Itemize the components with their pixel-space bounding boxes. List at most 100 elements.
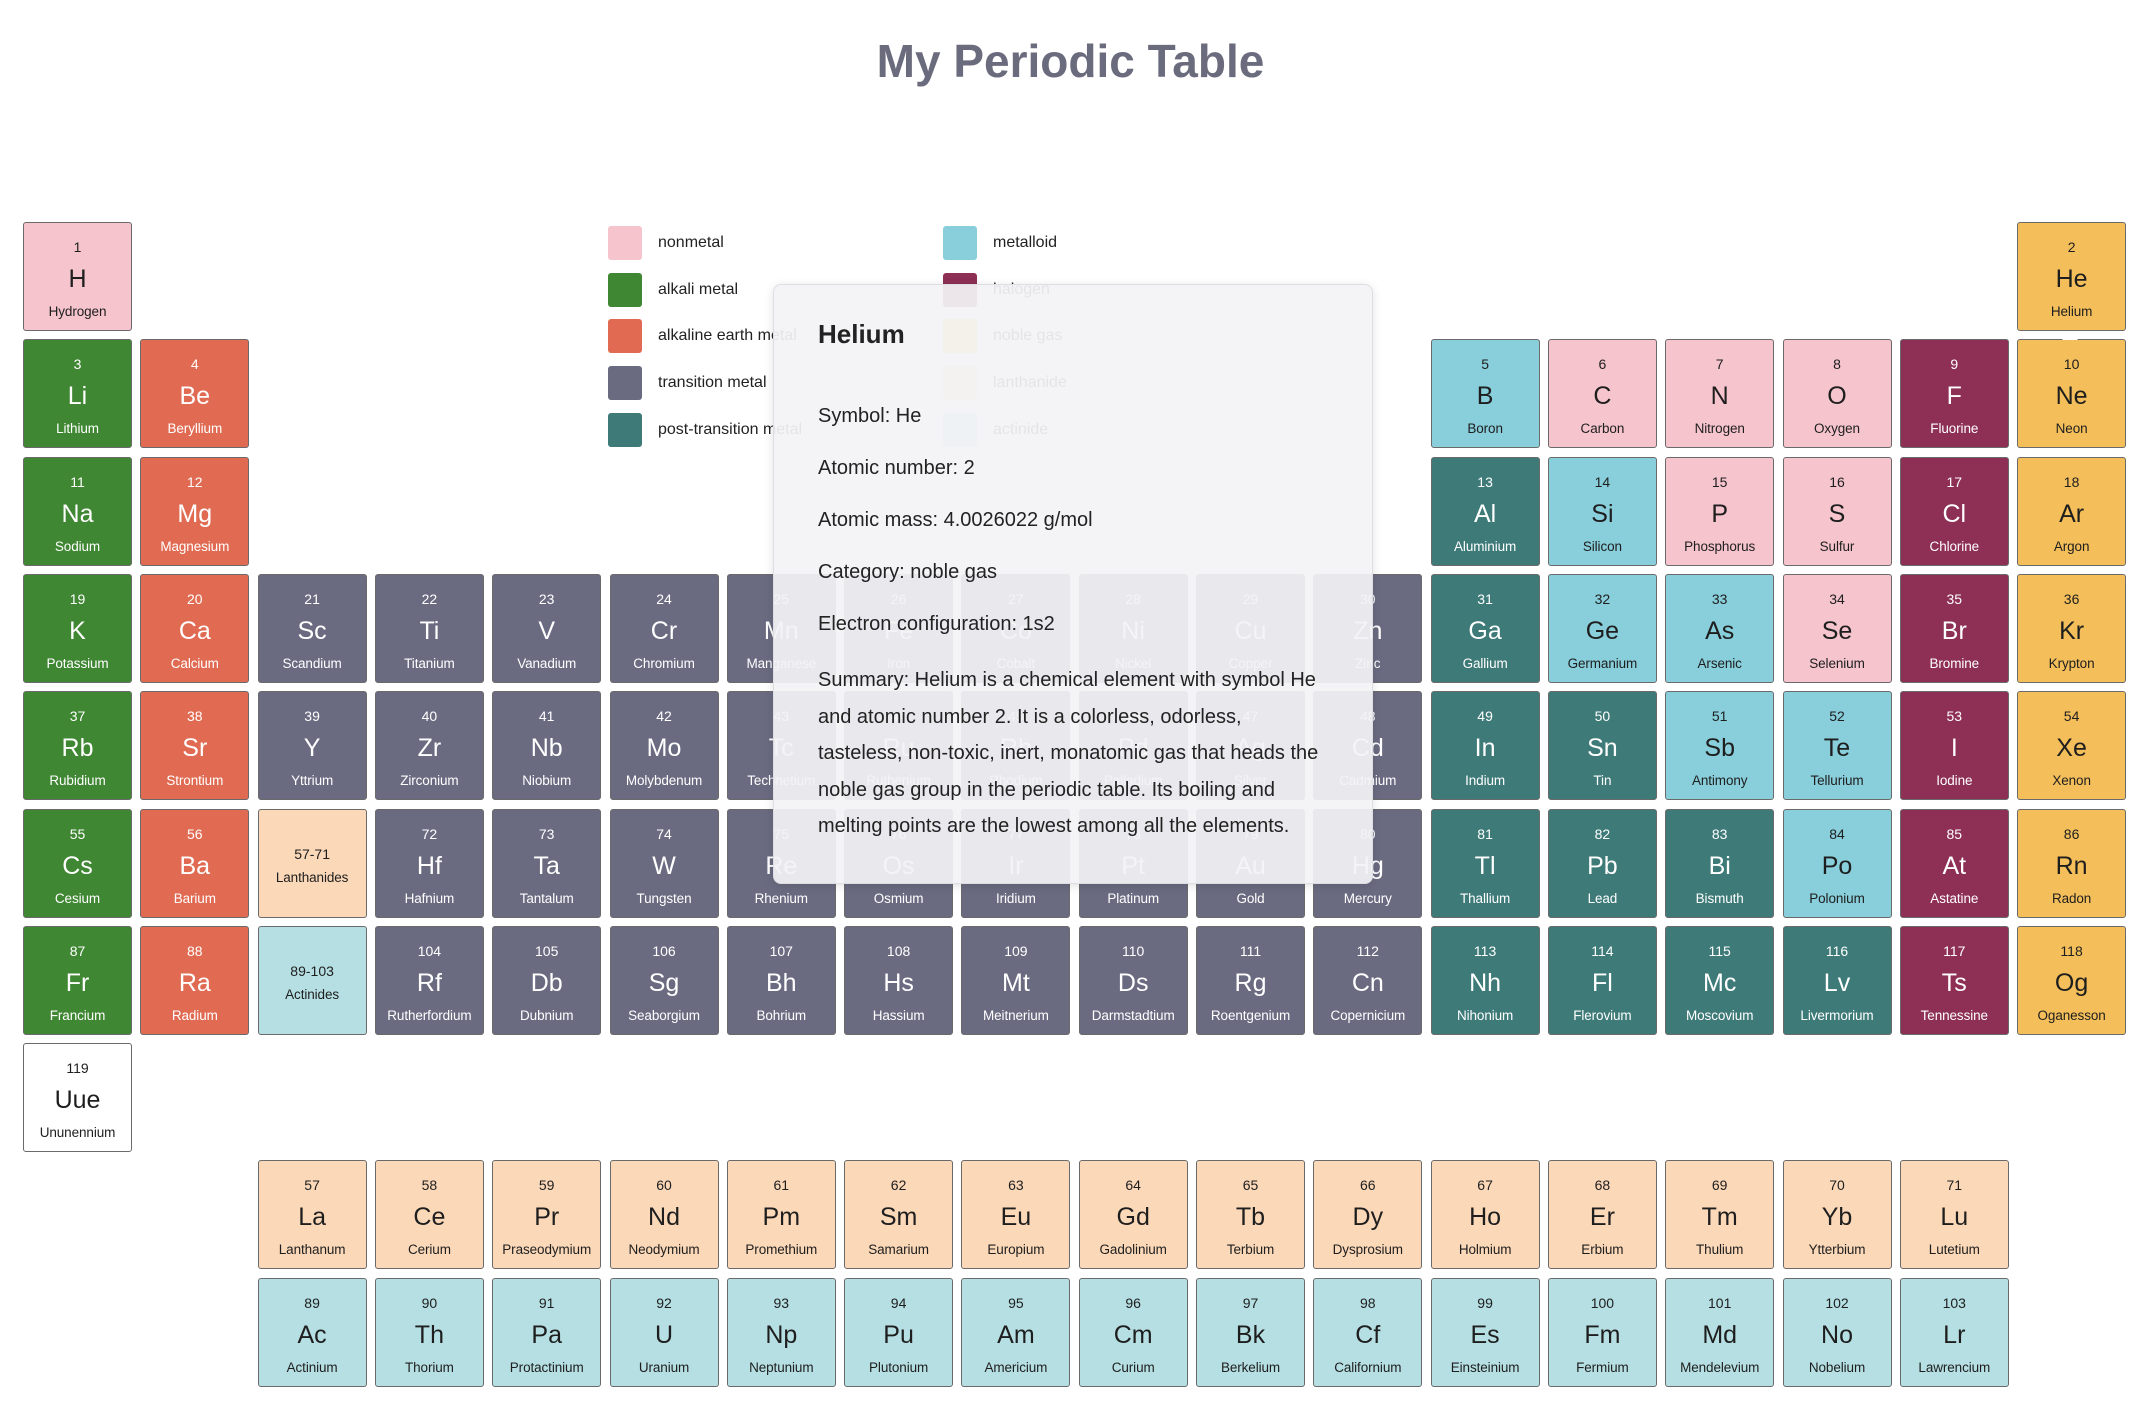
element-cell-nobelium[interactable]: 102 No Nobelium [1782, 1277, 1892, 1387]
element-cell-uranium[interactable]: 92 U Uranium [609, 1277, 719, 1387]
element-cell-yttrium[interactable]: 39 Y Yttrium [257, 691, 367, 801]
series-placeholder-actinides[interactable]: 89-103 Actinides [257, 925, 367, 1035]
element-cell-erbium[interactable]: 68 Er Erbium [1547, 1160, 1657, 1270]
element-cell-scandium[interactable]: 21 Sc Scandium [257, 573, 367, 683]
element-cell-ytterbium[interactable]: 70 Yb Ytterbium [1782, 1160, 1892, 1270]
element-cell-thorium[interactable]: 90 Th Thorium [374, 1277, 484, 1387]
element-cell-promethium[interactable]: 61 Pm Promethium [726, 1160, 836, 1270]
element-cell-bismuth[interactable]: 83 Bi Bismuth [1665, 808, 1775, 918]
element-cell-cerium[interactable]: 58 Ce Cerium [374, 1160, 484, 1270]
element-cell-silicon[interactable]: 14 Si Silicon [1547, 456, 1657, 566]
element-cell-actinium[interactable]: 89 Ac Actinium [257, 1277, 367, 1387]
element-cell-protactinium[interactable]: 91 Pa Protactinium [492, 1277, 602, 1387]
element-cell-strontium[interactable]: 38 Sr Strontium [140, 691, 250, 801]
element-cell-boron[interactable]: 5 B Boron [1430, 339, 1540, 449]
element-cell-astatine[interactable]: 85 At Astatine [1899, 808, 2009, 918]
element-cell-cesium[interactable]: 55 Cs Cesium [23, 808, 132, 918]
element-cell-lutetium[interactable]: 71 Lu Lutetium [1899, 1160, 2009, 1270]
element-cell-antimony[interactable]: 51 Sb Antimony [1665, 691, 1775, 801]
element-cell-nitrogen[interactable]: 7 N Nitrogen [1665, 339, 1775, 449]
element-cell-ununennium[interactable]: 119 Uue Ununennium [23, 1043, 132, 1153]
element-cell-sodium[interactable]: 11 Na Sodium [23, 456, 132, 566]
element-cell-dubnium[interactable]: 105 Db Dubnium [492, 925, 602, 1035]
element-cell-lithium[interactable]: 3 Li Lithium [23, 339, 132, 449]
element-cell-tellurium[interactable]: 52 Te Tellurium [1782, 691, 1892, 801]
element-cell-neptunium[interactable]: 93 Np Neptunium [726, 1277, 836, 1387]
element-cell-roentgenium[interactable]: 111 Rg Roentgenium [1196, 925, 1305, 1035]
element-cell-moscovium[interactable]: 115 Mc Moscovium [1665, 925, 1775, 1035]
element-cell-sulfur[interactable]: 16 S Sulfur [1782, 456, 1892, 566]
element-cell-radium[interactable]: 88 Ra Radium [140, 925, 250, 1035]
element-cell-samarium[interactable]: 62 Sm Samarium [844, 1160, 954, 1270]
element-cell-xenon[interactable]: 54 Xe Xenon [2017, 691, 2127, 801]
element-cell-gallium[interactable]: 31 Ga Gallium [1430, 573, 1540, 683]
element-cell-fermium[interactable]: 100 Fm Fermium [1547, 1277, 1657, 1387]
element-cell-tin[interactable]: 50 Sn Tin [1547, 691, 1657, 801]
element-cell-lead[interactable]: 82 Pb Lead [1547, 808, 1657, 918]
element-cell-oganesson[interactable]: 118 Og Oganesson [2017, 925, 2127, 1035]
element-cell-germanium[interactable]: 32 Ge Germanium [1547, 573, 1657, 683]
element-cell-niobium[interactable]: 41 Nb Niobium [492, 691, 602, 801]
element-cell-terbium[interactable]: 65 Tb Terbium [1196, 1160, 1305, 1270]
element-cell-molybdenum[interactable]: 42 Mo Molybdenum [609, 691, 719, 801]
element-cell-zirconium[interactable]: 40 Zr Zirconium [374, 691, 484, 801]
element-cell-nihonium[interactable]: 113 Nh Nihonium [1430, 925, 1540, 1035]
element-cell-arsenic[interactable]: 33 As Arsenic [1665, 573, 1775, 683]
element-cell-flerovium[interactable]: 114 Fl Flerovium [1547, 925, 1657, 1035]
element-cell-darmstadtium[interactable]: 110 Ds Darmstadtium [1078, 925, 1188, 1035]
element-cell-meitnerium[interactable]: 109 Mt Meitnerium [961, 925, 1071, 1035]
element-cell-oxygen[interactable]: 8 O Oxygen [1782, 339, 1892, 449]
element-cell-francium[interactable]: 87 Fr Francium [23, 925, 132, 1035]
element-cell-chlorine[interactable]: 17 Cl Chlorine [1899, 456, 2009, 566]
element-cell-plutonium[interactable]: 94 Pu Plutonium [844, 1277, 954, 1387]
element-cell-tantalum[interactable]: 73 Ta Tantalum [492, 808, 602, 918]
element-cell-tennessine[interactable]: 117 Ts Tennessine [1899, 925, 2009, 1035]
element-cell-barium[interactable]: 56 Ba Barium [140, 808, 250, 918]
series-placeholder-lanthanides[interactable]: 57-71 Lanthanides [257, 808, 367, 918]
element-cell-helium[interactable]: 2 He Helium [2017, 222, 2127, 331]
element-cell-hydrogen[interactable]: 1 H Hydrogen [23, 222, 132, 331]
element-cell-argon[interactable]: 18 Ar Argon [2017, 456, 2127, 566]
element-cell-lanthanum[interactable]: 57 La Lanthanum [257, 1160, 367, 1270]
element-cell-fluorine[interactable]: 9 F Fluorine [1899, 339, 2009, 449]
element-cell-neon[interactable]: 10 Ne Neon [2017, 339, 2127, 449]
element-cell-krypton[interactable]: 36 Kr Krypton [2017, 573, 2127, 683]
element-cell-polonium[interactable]: 84 Po Polonium [1782, 808, 1892, 918]
element-cell-rubidium[interactable]: 37 Rb Rubidium [23, 691, 132, 801]
element-cell-einsteinium[interactable]: 99 Es Einsteinium [1430, 1277, 1540, 1387]
element-cell-iodine[interactable]: 53 I Iodine [1899, 691, 2009, 801]
element-cell-holmium[interactable]: 67 Ho Holmium [1430, 1160, 1540, 1270]
element-cell-potassium[interactable]: 19 K Potassium [23, 573, 132, 683]
element-cell-copernicium[interactable]: 112 Cn Copernicium [1313, 925, 1423, 1035]
element-cell-magnesium[interactable]: 12 Mg Magnesium [140, 456, 250, 566]
element-cell-thallium[interactable]: 81 Tl Thallium [1430, 808, 1540, 918]
element-cell-indium[interactable]: 49 In Indium [1430, 691, 1540, 801]
element-cell-europium[interactable]: 63 Eu Europium [961, 1160, 1071, 1270]
element-cell-seaborgium[interactable]: 106 Sg Seaborgium [609, 925, 719, 1035]
element-cell-aluminium[interactable]: 13 Al Aluminium [1430, 456, 1540, 566]
element-cell-chromium[interactable]: 24 Cr Chromium [609, 573, 719, 683]
element-cell-hafnium[interactable]: 72 Hf Hafnium [374, 808, 484, 918]
element-cell-bohrium[interactable]: 107 Bh Bohrium [726, 925, 836, 1035]
element-cell-livermorium[interactable]: 116 Lv Livermorium [1782, 925, 1892, 1035]
element-cell-phosphorus[interactable]: 15 P Phosphorus [1665, 456, 1775, 566]
element-cell-hassium[interactable]: 108 Hs Hassium [844, 925, 954, 1035]
element-cell-gadolinium[interactable]: 64 Gd Gadolinium [1078, 1160, 1188, 1270]
element-cell-praseodymium[interactable]: 59 Pr Praseodymium [492, 1160, 602, 1270]
element-cell-titanium[interactable]: 22 Ti Titanium [374, 573, 484, 683]
element-cell-rutherfordium[interactable]: 104 Rf Rutherfordium [374, 925, 484, 1035]
element-cell-calcium[interactable]: 20 Ca Calcium [140, 573, 250, 683]
element-cell-carbon[interactable]: 6 C Carbon [1547, 339, 1657, 449]
element-cell-radon[interactable]: 86 Rn Radon [2017, 808, 2127, 918]
element-cell-neodymium[interactable]: 60 Nd Neodymium [609, 1160, 719, 1270]
element-cell-tungsten[interactable]: 74 W Tungsten [609, 808, 719, 918]
element-cell-berkelium[interactable]: 97 Bk Berkelium [1196, 1277, 1305, 1387]
element-cell-beryllium[interactable]: 4 Be Beryllium [140, 339, 250, 449]
element-cell-dysprosium[interactable]: 66 Dy Dysprosium [1313, 1160, 1423, 1270]
element-cell-americium[interactable]: 95 Am Americium [961, 1277, 1071, 1387]
element-cell-lawrencium[interactable]: 103 Lr Lawrencium [1899, 1277, 2009, 1387]
element-cell-curium[interactable]: 96 Cm Curium [1078, 1277, 1188, 1387]
element-cell-vanadium[interactable]: 23 V Vanadium [492, 573, 602, 683]
element-cell-californium[interactable]: 98 Cf Californium [1313, 1277, 1423, 1387]
element-cell-selenium[interactable]: 34 Se Selenium [1782, 573, 1892, 683]
